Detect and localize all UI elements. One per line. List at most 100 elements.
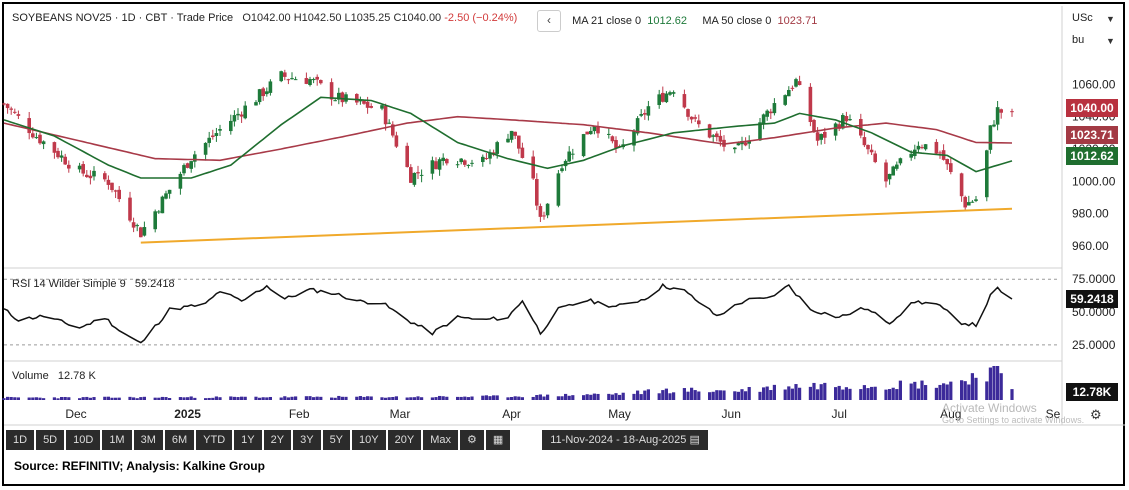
candle-body bbox=[920, 147, 924, 149]
timeframe-button-3y[interactable]: 3Y bbox=[293, 430, 321, 450]
candle-body bbox=[218, 129, 222, 131]
price-tick-label: 960.00 bbox=[1072, 239, 1109, 253]
candle-body bbox=[455, 164, 460, 166]
timeframe-button-10d[interactable]: 10D bbox=[66, 430, 101, 450]
candle-body bbox=[556, 173, 561, 206]
timeframe-button-ytd[interactable]: YTD bbox=[196, 430, 233, 450]
volume-bar bbox=[9, 396, 13, 400]
volume-bar bbox=[938, 384, 942, 400]
volume-bar bbox=[214, 396, 218, 400]
timeframe-button-3m[interactable]: 3M bbox=[133, 430, 163, 450]
volume-bar bbox=[492, 395, 496, 400]
candle-body bbox=[41, 141, 46, 145]
candle-body bbox=[560, 168, 564, 172]
candle-body bbox=[517, 135, 521, 149]
candle-body bbox=[358, 100, 363, 102]
unit-selector[interactable]: bu bbox=[1072, 34, 1084, 46]
x-tick-label: Se bbox=[1046, 407, 1061, 421]
price-type-label: Trade Price bbox=[176, 12, 234, 24]
candle-body bbox=[185, 163, 190, 168]
volume-bar bbox=[736, 391, 740, 400]
currency-selector[interactable]: USc bbox=[1072, 12, 1093, 24]
volume-bar bbox=[636, 390, 640, 400]
volume-bar bbox=[546, 394, 550, 400]
candle-body bbox=[581, 134, 586, 157]
candle-body bbox=[898, 158, 903, 164]
candle-body bbox=[160, 196, 165, 214]
timeframe-button-1m[interactable]: 1M bbox=[102, 430, 132, 450]
ma21-value: 1012.62 bbox=[647, 14, 688, 27]
candle-body bbox=[610, 136, 615, 142]
volume-bar bbox=[812, 382, 816, 400]
candle-body bbox=[635, 118, 640, 134]
candle-body bbox=[909, 153, 913, 158]
candle-body bbox=[56, 150, 60, 158]
volume-bar bbox=[960, 380, 964, 400]
candle-body bbox=[383, 105, 388, 125]
volume-bar bbox=[661, 390, 665, 400]
change-value: -2.50 (−0.24%) bbox=[444, 12, 518, 24]
ma50-value: 1023.71 bbox=[777, 14, 818, 27]
timeframe-button-5d[interactable]: 5D bbox=[36, 430, 65, 450]
volume-bar bbox=[560, 396, 564, 400]
volume-bar bbox=[916, 388, 920, 400]
volume-bar bbox=[63, 396, 67, 400]
timeframe-button-10y[interactable]: 10Y bbox=[352, 430, 386, 450]
volume-bar bbox=[117, 397, 121, 400]
candle-body bbox=[59, 155, 64, 158]
volume-bar bbox=[330, 397, 334, 400]
volume-bar bbox=[283, 396, 287, 400]
volume-bar bbox=[441, 396, 445, 400]
chevron-down-icon[interactable]: ▼ bbox=[1106, 14, 1115, 24]
ma50-line bbox=[3, 115, 1013, 162]
volume-bar bbox=[88, 397, 92, 400]
candle-body bbox=[394, 135, 399, 147]
volume-bar bbox=[153, 397, 157, 400]
volume-bar bbox=[909, 383, 913, 400]
candle-body bbox=[495, 142, 499, 154]
timeframe-button-5y[interactable]: 5Y bbox=[322, 430, 351, 450]
volume-bar bbox=[207, 397, 211, 400]
timeframe-button-20y[interactable]: 20Y bbox=[387, 430, 422, 450]
candle-body bbox=[787, 89, 791, 97]
x-tick-label: 2025 bbox=[174, 407, 201, 421]
candle-body bbox=[337, 92, 341, 100]
candle-body bbox=[783, 95, 787, 105]
table-view-icon[interactable]: ▦ bbox=[485, 430, 511, 450]
candle-body bbox=[707, 124, 712, 138]
volume-bar bbox=[657, 393, 661, 400]
candle-body bbox=[139, 227, 143, 238]
timeframe-button-6m[interactable]: 6M bbox=[164, 430, 195, 450]
candle-body bbox=[794, 79, 798, 87]
volume-bar bbox=[380, 397, 384, 400]
timeframe-button-2y[interactable]: 2Y bbox=[263, 430, 292, 450]
volume-bar bbox=[747, 387, 751, 400]
chevron-down-icon[interactable]: ▼ bbox=[1106, 36, 1115, 46]
volume-bar bbox=[164, 397, 168, 400]
volume-bar bbox=[808, 386, 812, 400]
timeframe-button-max[interactable]: Max bbox=[423, 430, 458, 450]
volume-bar bbox=[463, 396, 467, 400]
ma21-price-label: 1012.62 bbox=[1066, 147, 1118, 165]
candle-body bbox=[567, 151, 571, 162]
timeframe-button-1y[interactable]: 1Y bbox=[234, 430, 262, 450]
ma21-label: MA 21 close 0 bbox=[572, 14, 642, 27]
compare-settings-icon[interactable]: ⚙ bbox=[459, 430, 484, 450]
volume-bar bbox=[582, 395, 586, 400]
volume-bar bbox=[531, 396, 535, 400]
ma50-price-label: 1023.71 bbox=[1066, 126, 1118, 144]
volume-bar bbox=[538, 394, 542, 400]
candle-body bbox=[743, 142, 748, 146]
candle-body bbox=[967, 202, 971, 206]
chart-settings-icon[interactable]: ⚙ bbox=[1090, 407, 1102, 422]
candle-body bbox=[790, 87, 795, 89]
candle-body bbox=[808, 86, 813, 123]
volume-bar bbox=[344, 396, 348, 400]
candle-body bbox=[311, 79, 316, 81]
collapse-legend-button[interactable]: ‹ bbox=[537, 10, 561, 32]
timeframe-button-1d[interactable]: 1D bbox=[6, 430, 35, 450]
candle-body bbox=[391, 124, 395, 136]
date-range-picker[interactable]: 11-Nov-2024 - 18-Aug-2025 ▤ bbox=[542, 430, 708, 450]
candle-body bbox=[995, 107, 1000, 125]
